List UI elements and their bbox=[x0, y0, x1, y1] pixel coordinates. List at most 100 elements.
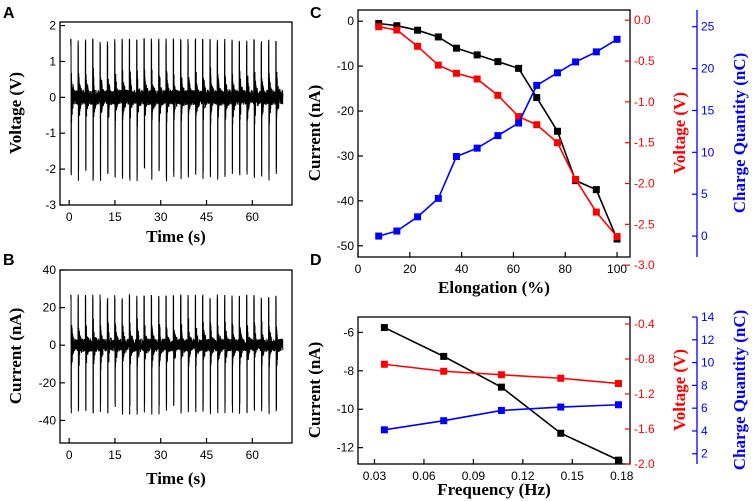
panel-b-frame bbox=[59, 269, 293, 444]
panel-a-trace-line bbox=[70, 38, 284, 182]
panel-c-current-marker bbox=[515, 64, 523, 72]
panel-d-voltage-marker bbox=[497, 371, 505, 379]
panel-c-charge-quantity-marker bbox=[515, 119, 523, 127]
panel-c-charge-ytick-label: 5 bbox=[701, 187, 708, 201]
panel-b-ytick-label: 40 bbox=[43, 263, 57, 277]
panel-d-charge-quantity-marker bbox=[614, 401, 622, 409]
panel-d-charge-ytick-label: 12 bbox=[701, 333, 715, 347]
panel-c-charge-quantity-marker bbox=[375, 232, 383, 240]
panel-d-charge-ytick-label: 8 bbox=[701, 378, 708, 392]
panel-c-charge-ytick-label: 10 bbox=[701, 145, 715, 159]
panel-d-current-marker bbox=[497, 383, 505, 391]
panel-c: 0 20 40 60 80 1000-10-20-30-40-500.0-0.5-1.0-… bbox=[305, 9, 749, 297]
panel-c-voltage-marker bbox=[473, 75, 481, 83]
panel-d-ylabel-voltage: Voltage (V) bbox=[670, 349, 689, 431]
panel-c-charge-ytick-label: 15 bbox=[701, 103, 715, 117]
panel-d-voltage-marker bbox=[440, 367, 448, 375]
panel-d-voltage-marker bbox=[614, 380, 622, 387]
panel-d-xtick-label: 0.03 bbox=[363, 469, 387, 483]
panel-a-xtick-label: 15 bbox=[108, 210, 122, 224]
panel-b-xtick-label: 30 bbox=[154, 448, 168, 462]
panel-d-charge-quantity-marker bbox=[380, 426, 388, 434]
panel-d-current-line bbox=[384, 326, 619, 461]
panel-c-voltage-ytick-label: -1.5 bbox=[634, 136, 655, 150]
panel-d-charge-ytick-label: 4 bbox=[701, 424, 708, 438]
panel-d-voltage-marker bbox=[380, 360, 388, 368]
panel-d-frame bbox=[357, 316, 631, 465]
panel-d-charge-ytick-label: 6 bbox=[701, 401, 708, 415]
panel-c-voltage-ytick-label: 0.0 bbox=[634, 13, 651, 27]
panel-c-current-line bbox=[378, 22, 618, 240]
panel-c-voltage-ytick-label: -0.5 bbox=[634, 54, 655, 68]
panel-d-current-marker bbox=[614, 456, 622, 464]
panel-d-xtick-label: 0.12 bbox=[511, 469, 535, 483]
panel-a: 0 15 30 45 60 -3 -2 -1 0 1 2 Time (s) Voltage (V) bbox=[6, 19, 293, 246]
panel-c-ylabel-current: Current (nA) bbox=[305, 85, 324, 181]
panel-d-ylabel-current: Current (nA) bbox=[305, 342, 324, 438]
panel-d-series bbox=[380, 324, 622, 464]
panel-d-charge-quantity-marker bbox=[557, 403, 565, 411]
panel-d-ticks: 0.03 0.06 0.09 0.12 0.15 0.18 -6 -8 -10 -12 -0.4 -0… bbox=[337, 310, 715, 483]
panel-d-ylabel-charge: Charge Quantity (nC) bbox=[730, 310, 749, 471]
panel-a-xlabel: Time (s) bbox=[146, 227, 206, 246]
panel-c-voltage-marker bbox=[414, 42, 422, 50]
panel-d-voltage-ytick-label: -2.0 bbox=[634, 457, 655, 471]
panel-a-ylabel: Voltage (V) bbox=[6, 72, 25, 154]
panel-c-voltage-marker bbox=[572, 175, 580, 183]
panel-a-voltage-trace bbox=[70, 38, 284, 182]
panel-c-voltage-ytick-label: -2.0 bbox=[634, 177, 655, 191]
panel-c-charge-quantity-marker bbox=[434, 194, 442, 202]
panel-d-xtick-label: 0.09 bbox=[462, 469, 486, 483]
panel-c-voltage-ytick-label: -1.0 bbox=[634, 95, 655, 109]
panel-c-current-marker bbox=[533, 94, 541, 102]
panel-a-xtick-label: 30 bbox=[154, 210, 168, 224]
panel-d-current-marker bbox=[380, 324, 388, 332]
panel-label-b: B bbox=[3, 252, 15, 269]
panel-c-voltage-ytick-label: -3.0 bbox=[634, 258, 655, 272]
panel-d-xtick-label: 0.18 bbox=[610, 469, 634, 483]
panel-d-current-ytick-label: -12 bbox=[337, 441, 355, 455]
panel-b-ytick-label: 0 bbox=[49, 338, 56, 352]
panel-a-xtick-label: 0 bbox=[66, 210, 73, 224]
panel-c-xlabel: Elongation (%) bbox=[438, 278, 550, 297]
panel-a-ytick-label: -3 bbox=[45, 198, 56, 212]
panel-d-current-ytick-label: -8 bbox=[343, 364, 354, 378]
panel-c-charge-quantity-marker bbox=[494, 132, 502, 140]
panel-a-ytick-label: 0 bbox=[49, 90, 56, 104]
panel-c-current-ytick-label: 0 bbox=[347, 14, 354, 28]
panel-c-charge-quantity-marker bbox=[452, 153, 460, 161]
panel-c-voltage-marker bbox=[494, 91, 502, 99]
panel-a-ytick-label: 1 bbox=[49, 54, 56, 68]
panel-c-ylabel-charge: Charge Quantity (nC) bbox=[730, 53, 749, 214]
panel-c-voltage-marker bbox=[452, 69, 460, 77]
panel-b-xtick-label: 60 bbox=[246, 448, 260, 462]
panel-d-current-ytick-label: -6 bbox=[343, 325, 354, 339]
panel-c-xtick-label: 80 bbox=[559, 262, 573, 276]
panel-c-charge-quantity-marker bbox=[592, 48, 600, 56]
panel-c-series bbox=[375, 19, 621, 243]
panel-d-voltage-ytick-label: -1.2 bbox=[634, 387, 655, 401]
panel-c-charge-ytick-label: 20 bbox=[701, 62, 715, 76]
panel-b-ytick-label: 20 bbox=[43, 301, 57, 315]
panel-b-xtick-label: 45 bbox=[200, 448, 214, 462]
panel-b-ticks: 0 15 30 45 60 -40 -20 0 20 40 bbox=[39, 263, 260, 462]
panel-label-d: D bbox=[310, 252, 322, 269]
panel-c-current-marker bbox=[434, 33, 442, 41]
panel-c-current-marker bbox=[414, 26, 422, 34]
panel-c-charge-quantity-marker bbox=[414, 213, 422, 221]
panel-b-ylabel: Current (nA) bbox=[6, 308, 25, 404]
panel-d-xtick-label: 0.15 bbox=[561, 469, 585, 483]
panel-c-voltage-marker bbox=[393, 26, 401, 34]
panel-b-xtick-label: 15 bbox=[108, 448, 122, 462]
panel-c-charge-quantity-marker bbox=[613, 35, 621, 43]
panel-c-voltage-marker bbox=[434, 61, 442, 69]
panel-d-voltage-ytick-label: -1.6 bbox=[634, 422, 655, 436]
panel-c-frame bbox=[357, 9, 631, 258]
panel-c-current-ytick-label: -50 bbox=[337, 239, 355, 253]
panel-c-charge-quantity-marker bbox=[533, 81, 541, 89]
panel-d-charge-ytick-label: 14 bbox=[701, 310, 715, 324]
panel-c-voltage-marker bbox=[533, 121, 541, 129]
panel-b-current-trace bbox=[70, 293, 284, 415]
panel-a-ytick-label: 2 bbox=[49, 19, 56, 33]
